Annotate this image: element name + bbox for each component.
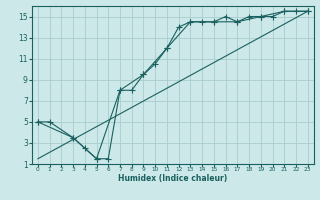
X-axis label: Humidex (Indice chaleur): Humidex (Indice chaleur) xyxy=(118,174,228,183)
